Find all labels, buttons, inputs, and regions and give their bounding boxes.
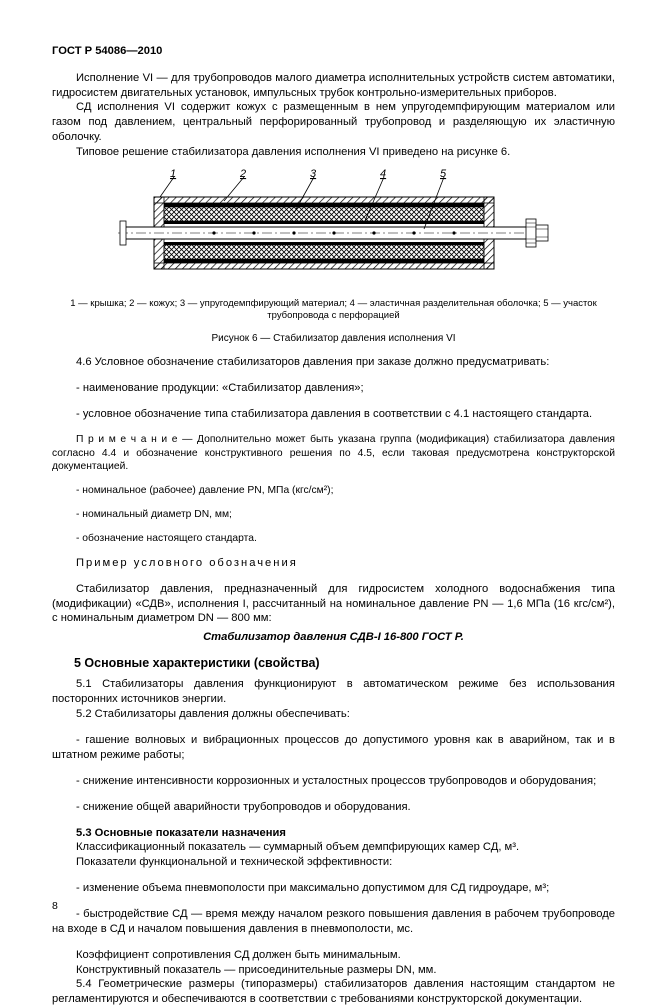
para-4-6: 4.6 Условное обозначение стабилизаторов … bbox=[52, 355, 615, 370]
callout-1: 1 bbox=[170, 168, 176, 180]
note-a: - номинальное (рабочее) давление PN, МПа… bbox=[52, 484, 615, 498]
page-number: 8 bbox=[52, 900, 58, 914]
callout-5: 5 bbox=[440, 168, 447, 180]
example-code: Стабилизатор давления СДВ-I 16-800 ГОСТ … bbox=[52, 630, 615, 645]
para-5-2: 5.2 Стабилизаторы давления должны обеспе… bbox=[52, 707, 615, 722]
section-5-heading: 5 Основные характеристики (свойства) bbox=[74, 655, 615, 672]
para-2: СД исполнения VI содержит кожух с размещ… bbox=[52, 100, 615, 144]
callout-2: 2 bbox=[239, 168, 246, 180]
figure-caption: Рисунок 6 — Стабилизатор давления исполн… bbox=[52, 332, 615, 345]
li-52a: - гашение волновых и вибрационных процес… bbox=[52, 733, 615, 763]
para-53b: Показатели функциональной и технической … bbox=[52, 855, 615, 870]
figure-6: 1 2 3 4 5 bbox=[52, 167, 615, 290]
li-4-6a: - наименование продукции: «Стабилизатор … bbox=[52, 381, 615, 396]
note-b: - номинальный диаметр DN, мм; bbox=[52, 508, 615, 522]
para-3: Типовое решение стабилизатора давления и… bbox=[52, 145, 615, 160]
para-5-1: 5.1 Стабилизаторы давления функционируют… bbox=[52, 677, 615, 707]
para-53f: Конструктивный показатель — присоедините… bbox=[52, 963, 615, 978]
callout-3: 3 bbox=[310, 168, 317, 180]
para-5-3-head: 5.3 Основные показатели назначения bbox=[52, 826, 615, 841]
doc-code: ГОСТ Р 54086—2010 bbox=[52, 44, 615, 59]
li-53d: - быстродействие СД — время между начало… bbox=[52, 907, 615, 937]
note: П р и м е ч а н и е — Дополнительно може… bbox=[52, 433, 615, 474]
para-5-4: 5.4 Геометрические размеры (типоразмеры)… bbox=[52, 977, 615, 1007]
figure-legend: 1 — крышка; 2 — кожух; 3 — упругодемпфир… bbox=[52, 298, 615, 322]
para-53e: Коэффициент сопротивления СД должен быть… bbox=[52, 948, 615, 963]
example-body: Стабилизатор давления, предназначенный д… bbox=[52, 582, 615, 626]
para-53a: Классификационный показатель — суммарный… bbox=[52, 840, 615, 855]
li-53c: - изменение объема пневмополости при мак… bbox=[52, 881, 615, 896]
para-5-3-label: 5.3 Основные показатели назначения bbox=[76, 827, 286, 839]
note-c: - обозначение настоящего стандарта. bbox=[52, 532, 615, 546]
para-1: Исполнение VI — для трубопроводов малого… bbox=[52, 71, 615, 101]
stabilizer-diagram-svg: 1 2 3 4 5 bbox=[114, 167, 554, 285]
page: ГОСТ Р 54086—2010 Исполнение VI — для тр… bbox=[0, 0, 661, 936]
li-4-6b: - условное обозначение типа стабилизатор… bbox=[52, 407, 615, 422]
li-52c: - снижение общей аварийности трубопровод… bbox=[52, 800, 615, 815]
example-title: Пример условного обозначения bbox=[52, 556, 615, 571]
callout-4: 4 bbox=[380, 168, 386, 180]
li-52b: - снижение интенсивности коррозионных и … bbox=[52, 774, 615, 789]
